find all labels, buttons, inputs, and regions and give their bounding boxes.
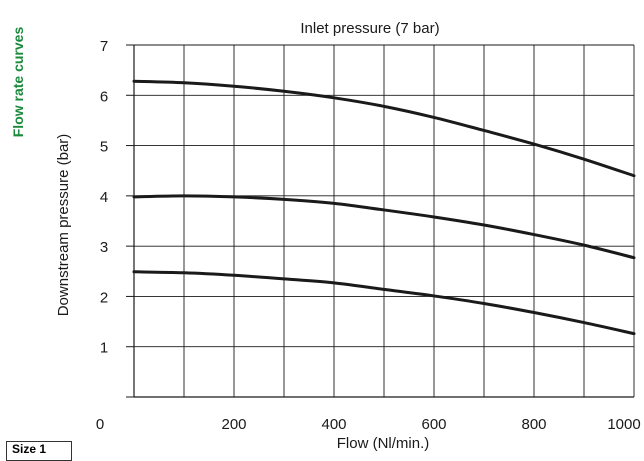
x-tick-label: 600 <box>421 416 446 433</box>
x-tick-label: 800 <box>521 416 546 433</box>
x-tick-label: 1000 <box>607 416 640 433</box>
x-tick-label: 400 <box>321 416 346 433</box>
y-tick-label: 1 <box>100 340 108 357</box>
y-tick-label: 7 <box>100 38 108 55</box>
pressure-curve <box>132 270 636 336</box>
curves <box>132 79 636 336</box>
tick-labels: 1 2 3 4 5 6 7 0 200 400 600 800 1000 <box>96 38 641 433</box>
pressure-curve <box>132 79 636 178</box>
size-label: Size 1 <box>6 441 72 461</box>
y-tick-label: 3 <box>100 239 108 256</box>
chart-title: Inlet pressure (7 bar) <box>300 20 439 37</box>
y-axis-label: Downstream pressure (bar) <box>55 134 72 317</box>
y-tick-label: 2 <box>100 289 108 306</box>
x-axis-label: Flow (Nl/min.) <box>337 435 430 452</box>
pressure-curve <box>132 194 636 260</box>
y-tick-label: 4 <box>100 189 108 206</box>
grid <box>126 44 635 398</box>
x-tick-label: 200 <box>221 416 246 433</box>
x-tick-label: 0 <box>96 416 104 433</box>
y-tick-label: 5 <box>100 139 108 156</box>
y-tick-label: 6 <box>100 88 108 105</box>
